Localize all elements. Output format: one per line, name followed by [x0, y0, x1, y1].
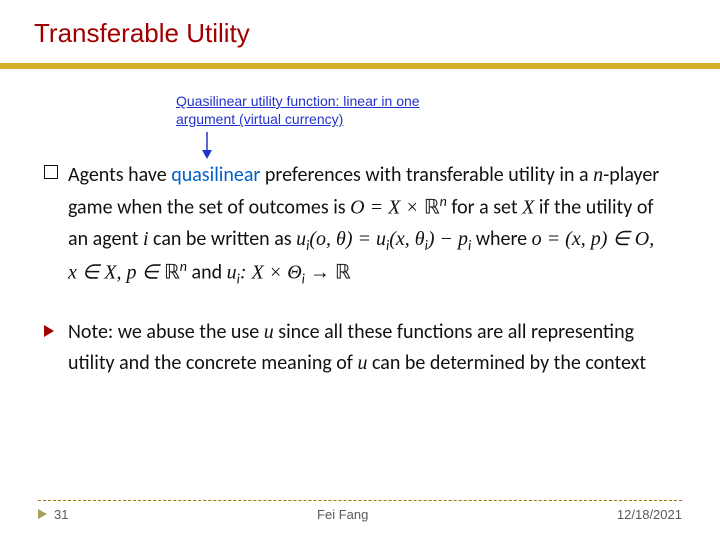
footer-row: 31 Fei Fang 12/18/2021 [38, 507, 682, 522]
footer-triangle-icon [38, 507, 48, 522]
footer: 31 Fei Fang 12/18/2021 [0, 500, 720, 522]
square-bullet-icon [44, 165, 58, 179]
triangle-bullet-icon [44, 324, 56, 342]
bullet-2-text: Note: we abuse the use u since all these… [68, 317, 668, 379]
arrow-down-icon [200, 132, 214, 160]
gold-divider [0, 63, 720, 69]
bullet-1: Agents have quasilinear preferences with… [44, 160, 680, 291]
content-area: Agents have quasilinear preferences with… [44, 160, 680, 405]
bullet-1-text: Agents have quasilinear preferences with… [68, 160, 668, 291]
slide-number: 31 [54, 507, 68, 522]
annotation-text: Quasilinear utility function: linear in … [176, 92, 496, 128]
slide-title: Transferable Utility [34, 18, 720, 49]
footer-center: Fei Fang [317, 507, 368, 522]
footer-left: 31 [38, 507, 68, 522]
footer-date: 12/18/2021 [617, 507, 682, 522]
annotation-block: Quasilinear utility function: linear in … [176, 92, 496, 128]
bullet-2: Note: we abuse the use u since all these… [44, 317, 680, 379]
title-area: Transferable Utility [0, 0, 720, 49]
footer-divider [38, 500, 682, 501]
